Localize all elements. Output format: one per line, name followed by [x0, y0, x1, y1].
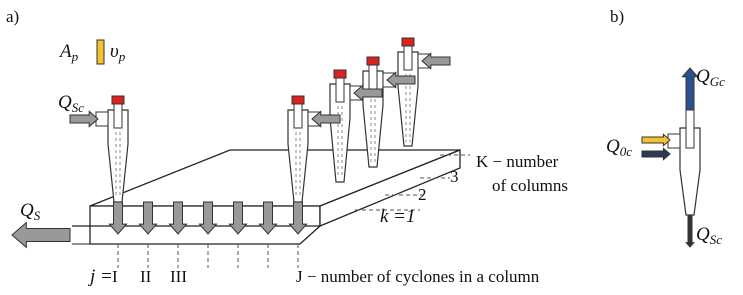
solids-out-label: QSc	[696, 224, 722, 247]
inlet-label: Q0c	[606, 136, 632, 159]
cyclone-cap	[402, 38, 414, 46]
cyclone-cap	[367, 57, 379, 65]
cyclone-index: I	[112, 267, 118, 286]
gas-out-label: QGc	[696, 66, 725, 89]
column-index: 3	[450, 167, 459, 186]
subscript: 0c	[620, 144, 633, 159]
subscript: S	[34, 208, 41, 223]
panel-label: a)	[6, 7, 19, 26]
inflow-label: QSc	[58, 92, 84, 115]
symbol: Q	[606, 136, 620, 157]
particle-icon	[97, 40, 104, 64]
subscript: Sc	[72, 100, 85, 115]
subscript: Gc	[710, 74, 725, 89]
column-index: k =1	[380, 206, 416, 227]
cyclone-cap	[334, 70, 346, 78]
vortex-finder	[404, 46, 412, 70]
vortex-finder	[294, 104, 302, 128]
column-index: 2	[418, 185, 427, 204]
cyclone-index: II	[140, 267, 152, 286]
cyclone-index: j =	[87, 266, 113, 287]
vortex-finder	[114, 104, 122, 128]
panel-label: b)	[610, 7, 624, 26]
cyclone-cap	[112, 96, 124, 104]
symbol: A	[58, 41, 72, 62]
symbol: Q	[20, 200, 34, 221]
subscript: Sc	[710, 232, 723, 247]
vortex-finder	[336, 78, 344, 102]
particle-area: Ap	[58, 41, 79, 64]
symbol: Q	[58, 92, 72, 113]
cyclone-cap	[292, 96, 304, 104]
drawing	[12, 38, 700, 268]
symbol: Q	[696, 66, 710, 87]
column-count: K − number	[476, 152, 559, 171]
arrow	[686, 215, 694, 247]
vortex-finder	[686, 108, 694, 148]
cyclone-count: J − number of cyclones in a column	[296, 267, 540, 286]
arrow	[642, 134, 670, 145]
symbol: υ	[110, 41, 119, 62]
arrow	[642, 148, 670, 159]
outflow-label: QS	[20, 200, 41, 223]
symbol: Q	[696, 224, 710, 245]
cyclone-index: III	[170, 267, 187, 286]
column-count: of columns	[492, 176, 568, 195]
cyclone-inlet	[668, 134, 680, 148]
arrow	[12, 223, 70, 248]
collector	[72, 226, 320, 244]
figure: a) b) Ap υp QSc QS j = I II III J − numb…	[0, 0, 743, 295]
subscript: p	[118, 49, 126, 64]
subscript: p	[71, 49, 79, 64]
particle-velocity: υp	[110, 41, 126, 64]
vortex-finder	[369, 65, 377, 89]
